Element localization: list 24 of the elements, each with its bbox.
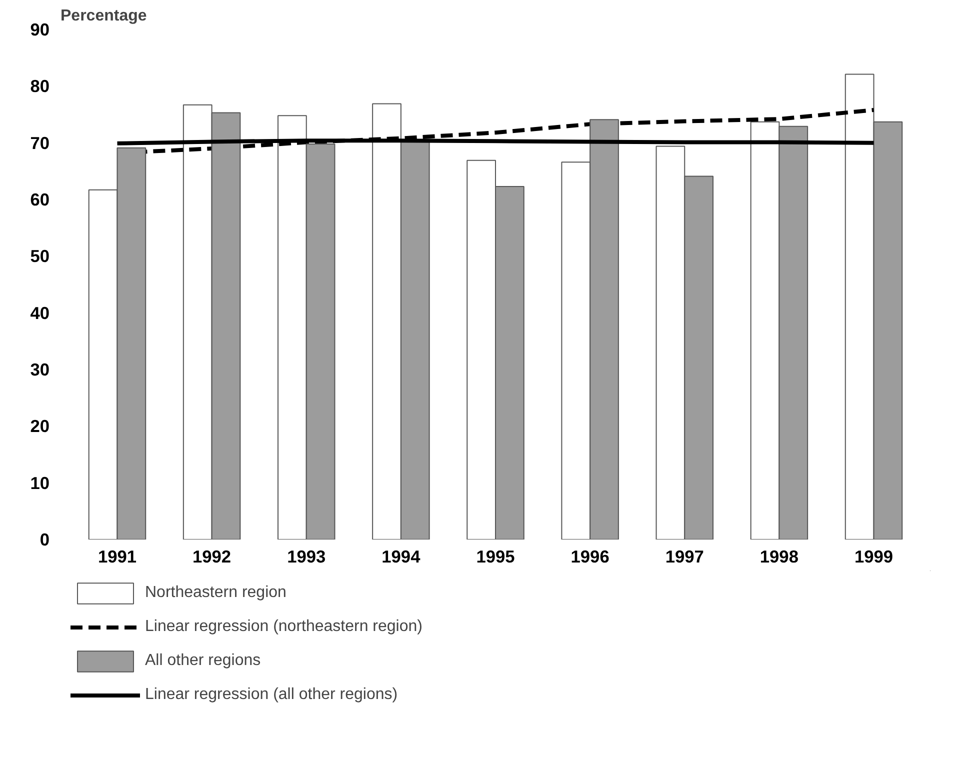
y-tick-label: 60 — [30, 190, 50, 210]
x-tick-label: 1996 — [570, 546, 610, 566]
y-tick-label: 50 — [30, 246, 50, 266]
x-tick-label: 1992 — [192, 546, 232, 566]
x-tick-label: 1991 — [98, 546, 137, 566]
legend-label: All other regions — [145, 652, 261, 670]
y-tick-label: 80 — [30, 76, 50, 96]
x-tick-label: 1995 — [476, 546, 516, 566]
y-tick-label: 10 — [30, 472, 50, 493]
legend-label: Linear regression (northeastern region) — [145, 618, 422, 636]
y-tick-label: 20 — [30, 416, 50, 436]
y-tick-label: 70 — [30, 132, 50, 153]
x-tick-label: 1998 — [760, 546, 799, 566]
x-tick-label: 1999 — [854, 546, 894, 566]
legend-label: Linear regression (all other regions) — [145, 686, 398, 704]
y-axis-title: Percentage — [60, 8, 147, 24]
y-tick-label: 90 — [30, 20, 50, 40]
y-tick-label: 0 — [40, 530, 50, 550]
x-tick-label: 1997 — [665, 546, 704, 566]
y-tick-label: 40 — [30, 302, 50, 323]
y-tick-label: 30 — [30, 360, 50, 380]
x-tick-label: 1994 — [382, 546, 421, 566]
x-tick-label: 1993 — [287, 546, 326, 566]
legend-label: Northeastern region — [145, 584, 286, 602]
